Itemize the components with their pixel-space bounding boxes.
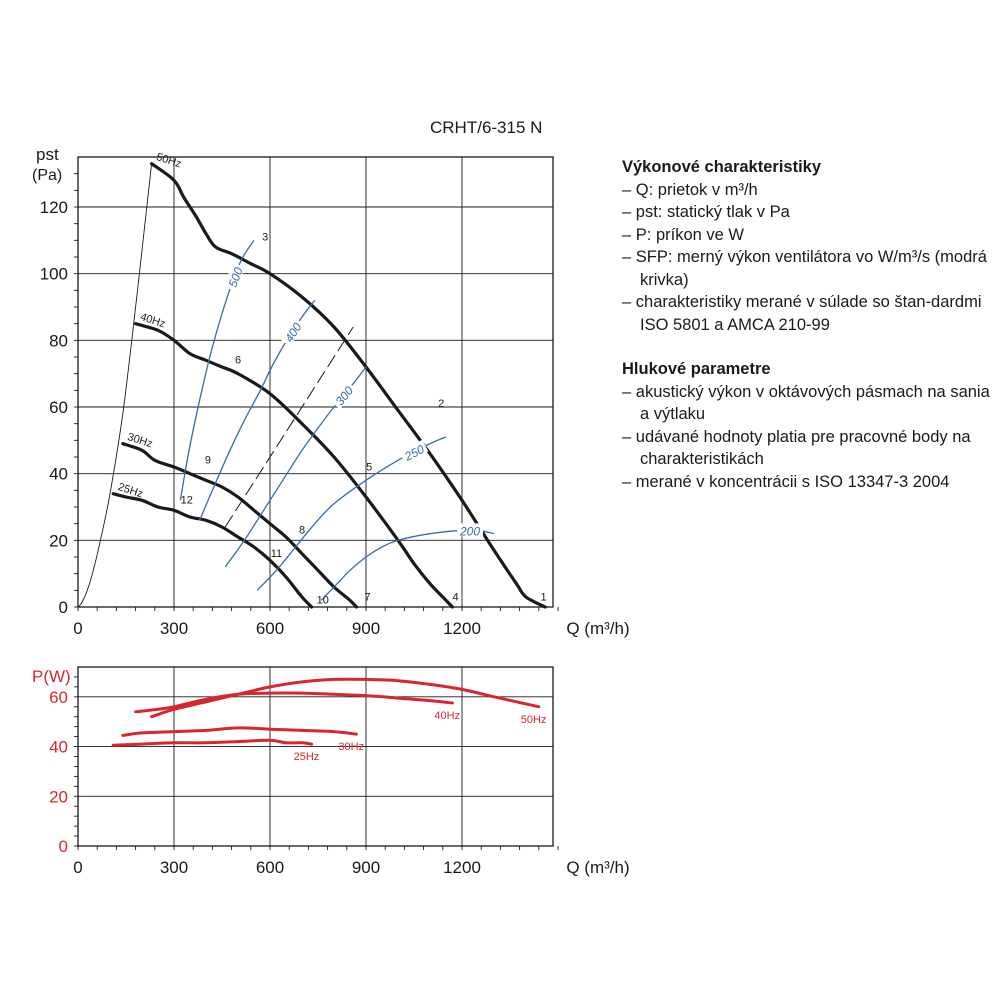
sfp-label-bg bbox=[329, 380, 357, 410]
fan-curve-25Hz bbox=[111, 492, 314, 609]
point-label: 9 bbox=[205, 455, 211, 467]
performance-item: Q: prietok v m³/h bbox=[622, 179, 992, 202]
x-tick-label: 1200 bbox=[443, 858, 481, 877]
performance-item: charakteristiky merané v súlade so štan-… bbox=[622, 291, 992, 336]
x-axis-label: Q (m³/h) bbox=[566, 619, 629, 638]
point-label: 3 bbox=[262, 231, 268, 243]
x-tick-label: 600 bbox=[256, 858, 284, 877]
point-label: 11 bbox=[271, 548, 282, 560]
sfp-label-bg bbox=[223, 262, 246, 292]
performance-item: P: príkon ve W bbox=[622, 224, 992, 247]
point-label: 5 bbox=[366, 461, 372, 473]
performance-heading: Výkonové charakteristiky bbox=[622, 158, 822, 176]
power-grid bbox=[77, 666, 554, 847]
power-curve-label: 40Hz bbox=[434, 710, 460, 722]
x-tick-label: 600 bbox=[256, 619, 284, 638]
power-curve-25Hz bbox=[111, 738, 314, 747]
x-tick-label: 0 bbox=[73, 858, 82, 877]
sfp-curve-label: 200 bbox=[459, 524, 480, 538]
y-tick-label: 100 bbox=[40, 265, 68, 284]
performance-list: Q: prietok v m³/h pst: statický tlak v P… bbox=[622, 179, 992, 337]
y-tick-label: 120 bbox=[40, 198, 68, 217]
point-label: 10 bbox=[317, 595, 329, 607]
point-label: 12 bbox=[181, 495, 193, 507]
x-tick-label: 1200 bbox=[443, 619, 481, 638]
x-axis-label: Q (m³/h) bbox=[566, 858, 629, 877]
noise-item: akustický výkon v oktávových pásmach na … bbox=[622, 381, 992, 426]
y-tick-label: 60 bbox=[49, 688, 68, 707]
y-axis-label: P(W) bbox=[32, 667, 71, 686]
pressure-ticks bbox=[74, 173, 559, 611]
x-tick-label: 300 bbox=[160, 858, 188, 877]
power-curve-label: 30Hz bbox=[338, 741, 364, 753]
plot-frame bbox=[77, 156, 554, 608]
point-label: 1 bbox=[541, 591, 547, 603]
y-tick-label: 0 bbox=[59, 598, 68, 617]
sfp-curve-label: 500 bbox=[226, 265, 246, 289]
sfp-curve-500 bbox=[179, 239, 255, 501]
performance-item: SFP: merný výkon ventilátora vo W/m³/s (… bbox=[622, 246, 992, 291]
power-curve-label: 50Hz bbox=[521, 714, 547, 726]
noise-list: akustický výkon v oktávových pásmach na … bbox=[622, 381, 992, 494]
fan-curve-30Hz bbox=[121, 442, 358, 609]
performance-item: pst: statický tlak v Pa bbox=[622, 201, 992, 224]
limit-curve bbox=[77, 163, 153, 608]
noise-item: merané v koncentrácii s ISO 13347-3 2004 bbox=[622, 471, 992, 494]
power-curve-50Hz bbox=[150, 677, 541, 719]
noise-item: udávané hodnoty platia pre pracovné body… bbox=[622, 426, 992, 471]
legend-panel: Výkonové charakteristiky Q: prietok v m³… bbox=[622, 156, 992, 493]
y-tick-label: 20 bbox=[49, 531, 68, 550]
point-label: 4 bbox=[453, 591, 459, 603]
power-curve-label: 25Hz bbox=[294, 751, 320, 763]
power-curve-40Hz bbox=[134, 691, 454, 714]
model-title: CRHT/6-315 N bbox=[430, 118, 543, 137]
sfp-label-bg bbox=[279, 317, 305, 347]
power-series bbox=[111, 677, 541, 747]
sfp-label-bg bbox=[457, 523, 483, 537]
x-tick-label: 300 bbox=[160, 619, 188, 638]
dashed-line bbox=[224, 326, 354, 528]
noise-heading: Hlukové parametre bbox=[622, 360, 771, 378]
x-tick-label: 900 bbox=[352, 619, 380, 638]
point-label: 2 bbox=[438, 398, 444, 410]
y-tick-label: 40 bbox=[49, 738, 68, 757]
fan-curve-40Hz bbox=[134, 322, 454, 609]
pressure-grid bbox=[77, 156, 554, 608]
y-tick-label: 20 bbox=[49, 787, 68, 806]
power-curve-30Hz bbox=[121, 726, 358, 737]
sfp-label-bg bbox=[399, 439, 429, 464]
y-tick-label: 60 bbox=[49, 398, 68, 417]
y-axis-label: pst bbox=[36, 145, 59, 164]
y-axis-unit: (Pa) bbox=[32, 167, 62, 184]
x-tick-label: 0 bbox=[73, 619, 82, 638]
y-tick-label: 80 bbox=[49, 331, 68, 350]
fan-curve-50Hz bbox=[150, 162, 547, 609]
point-label: 7 bbox=[365, 591, 371, 603]
x-tick-label: 900 bbox=[352, 858, 380, 877]
power-ticks bbox=[74, 676, 559, 850]
y-tick-label: 0 bbox=[59, 837, 68, 856]
y-tick-label: 40 bbox=[49, 465, 68, 484]
point-label: 8 bbox=[299, 525, 305, 537]
point-label: 6 bbox=[235, 355, 241, 367]
